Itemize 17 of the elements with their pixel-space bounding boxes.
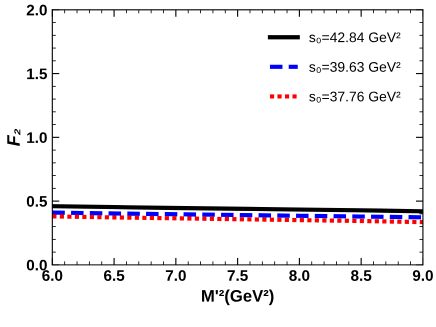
x-tick-label: 6.5 <box>104 270 124 281</box>
y-tick-label: 2.0 <box>26 4 47 16</box>
x-tick-label: 9.0 <box>412 270 433 281</box>
x-tick-label: 6.0 <box>42 270 62 281</box>
y-tick-label: 0.0 <box>26 260 47 271</box>
y-axis-title: F₂ <box>7 128 20 146</box>
x-tick-label: 8.5 <box>351 270 372 281</box>
x-tick-label: 7.5 <box>228 270 248 281</box>
y-tick-label: 0.5 <box>26 196 48 207</box>
y-tick-label: 1.0 <box>27 132 47 144</box>
legend-label: s₀=37.76 GeV² <box>309 92 400 103</box>
y-tick-label: 1.5 <box>27 68 48 80</box>
x-tick-label: 7.0 <box>166 270 186 281</box>
legend-label: s₀=42.84 GeV² <box>309 32 400 44</box>
x-tick-label: 8.0 <box>289 270 310 281</box>
x-axis-title: M'²(GeV²) <box>202 290 274 306</box>
legend-label: s₀=39.63 GeV² <box>309 62 400 73</box>
